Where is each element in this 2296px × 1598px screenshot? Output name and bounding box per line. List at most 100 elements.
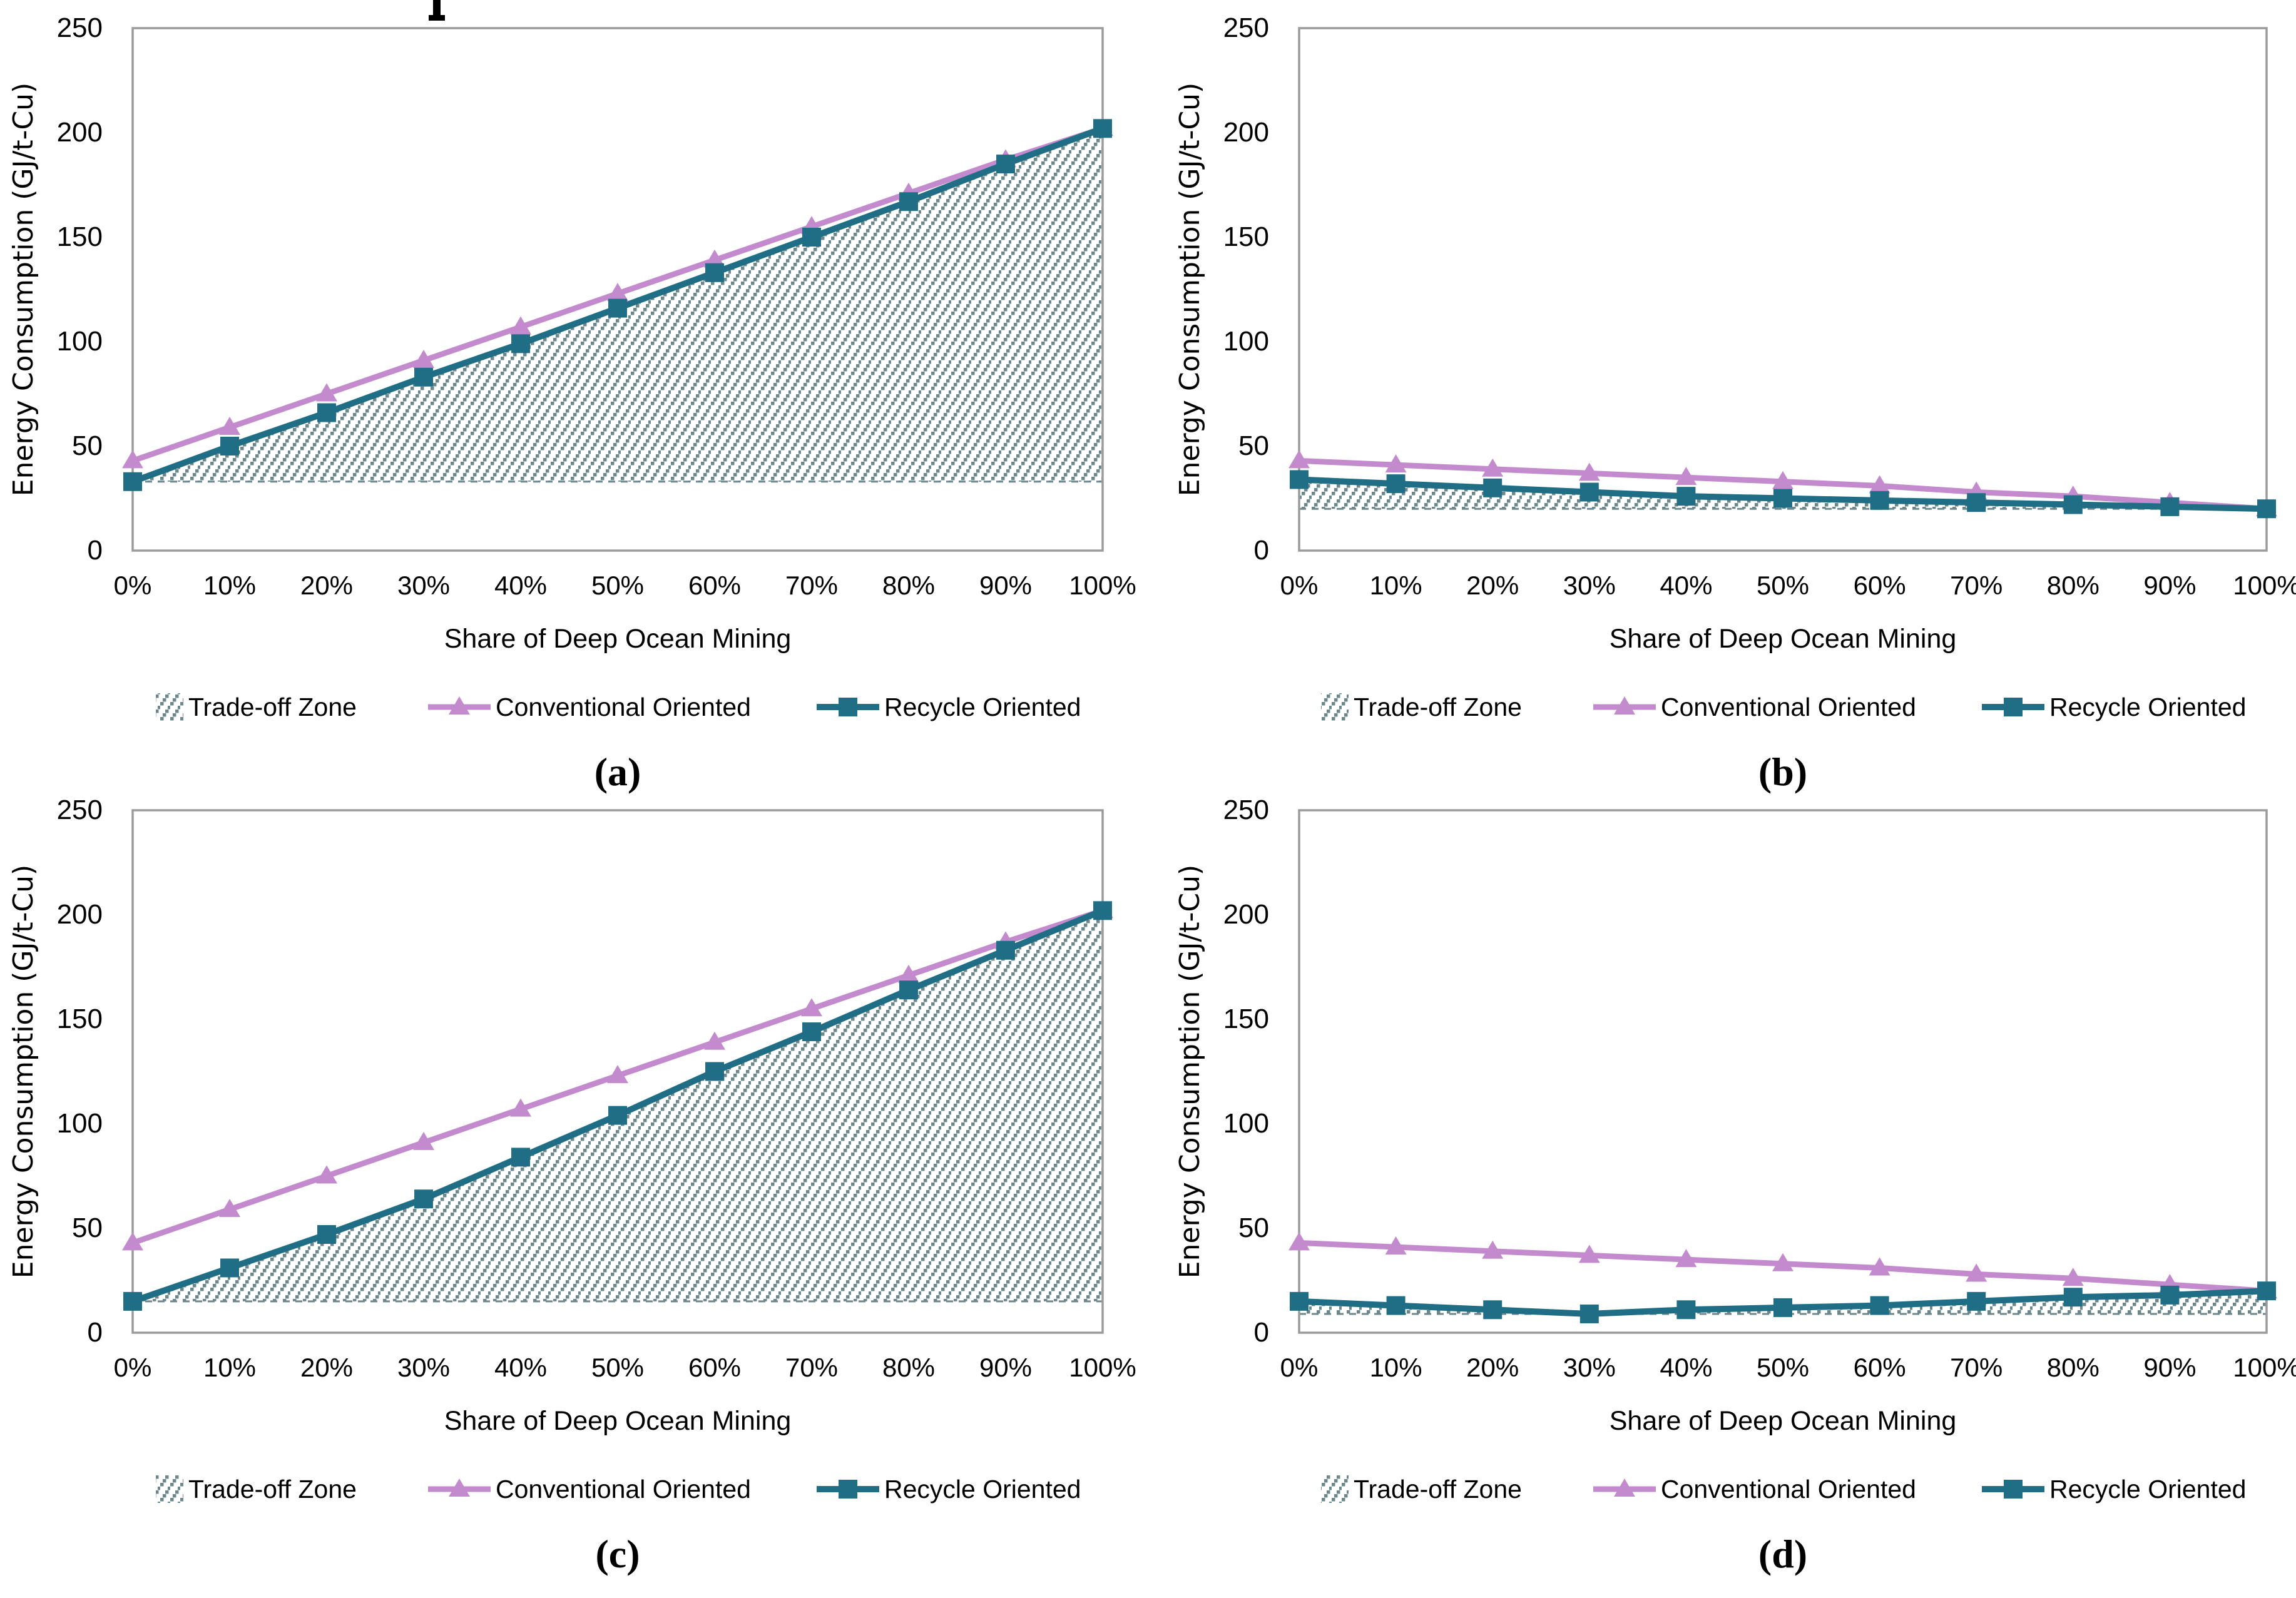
y-tick-label: 150 (57, 1004, 103, 1034)
legend-triangle-marker-icon (449, 1478, 470, 1497)
recycle-marker-square (123, 472, 142, 491)
legend-label-recycle: Recycle Oriented (884, 1475, 1081, 1504)
conventional-marker-triangle (704, 1031, 725, 1050)
conventional-marker-triangle (1675, 467, 1697, 486)
tradeoff-zone-area (133, 128, 1103, 482)
legend-triangle-marker-icon (1614, 1478, 1635, 1497)
x-tick-label: 10% (1370, 571, 1422, 600)
x-tick-label: 30% (1563, 1353, 1616, 1382)
x-tick-label: 10% (203, 1353, 256, 1382)
y-tick-label: 100 (57, 326, 103, 357)
y-tick-label: 50 (1238, 430, 1269, 461)
x-tick-label: 50% (591, 571, 644, 600)
x-tick-label: 80% (2047, 1353, 2100, 1382)
recycle-marker-square (2063, 1288, 2083, 1307)
conventional-marker-triangle (510, 316, 531, 335)
recycle-marker-square (511, 1148, 530, 1167)
x-tick-label: 30% (397, 1353, 450, 1382)
conventional-marker-triangle (1288, 1232, 1310, 1251)
chart-b: 0 50 100 150 200 250 0% 10% 20% 30% 40% 50% 60% 70% 80… (1174, 13, 2296, 794)
recycle-marker-square (414, 1189, 433, 1209)
x-tick-label: 0% (1280, 571, 1319, 600)
plot-border (131, 809, 1104, 1334)
y-tick-label: 50 (72, 430, 103, 461)
legend-triangle-marker-icon (1614, 696, 1635, 715)
x-tick-label: 50% (591, 1353, 644, 1382)
y-tick-label: 0 (88, 1317, 103, 1348)
y-axis-title: Energy Consumption (GJ/t-Cu) (1174, 865, 1206, 1278)
conventional-marker-triangle (122, 450, 143, 469)
x-tick-label: 40% (494, 571, 547, 600)
legend: Trade-off Zone Conventional Oriented Recyc… (156, 693, 1081, 721)
recycle-marker-square (1773, 489, 1792, 508)
recycle-marker-square (608, 298, 627, 318)
conventional-marker-triangle (1772, 1253, 1793, 1271)
x-tick-label: 60% (1854, 1353, 1906, 1382)
conventional-marker-triangle (1482, 1240, 1504, 1259)
recycle-marker-square (1870, 491, 1889, 510)
plot-border (131, 27, 1104, 552)
x-tick-label: 60% (1854, 571, 1906, 600)
recycle-marker-square (1386, 1296, 1406, 1315)
recycle-marker-square (996, 155, 1015, 174)
chart-d: 0 50 100 150 200 250 0% 10% 20% 30% 40% 50% 60% 70% 80… (1174, 795, 2296, 1576)
conventional-marker-triangle (219, 416, 240, 435)
conventional-marker-triangle (607, 1065, 628, 1084)
conventional-marker-triangle (1385, 454, 1407, 473)
y-tick-label: 150 (1223, 1004, 1269, 1034)
recycle-marker-square (511, 334, 530, 354)
legend-hatch-swatch-icon (1321, 693, 1349, 721)
x-tick-label: 0% (114, 571, 152, 600)
recycle-marker-square (1676, 487, 1696, 506)
recycle-marker-square (1579, 1304, 1599, 1323)
recycle-marker-square (317, 1225, 336, 1244)
recycle-marker-square (1967, 1291, 1986, 1311)
x-tick-label: 70% (1950, 571, 2003, 600)
y-axis-title: Energy Consumption (GJ/t-Cu) (1174, 83, 1206, 496)
x-tick-label: 70% (1950, 1353, 2003, 1382)
x-tick-label: 40% (494, 1353, 547, 1382)
x-tick-label: 90% (979, 1353, 1032, 1382)
y-tick-label: 100 (1223, 326, 1269, 357)
x-tick-label: 20% (300, 1353, 353, 1382)
recycle-marker-square (317, 403, 336, 422)
recycle-marker-square (608, 1106, 627, 1125)
legend-hatch-swatch-icon (156, 693, 183, 721)
x-tick-label: 40% (1660, 571, 1712, 600)
x-tick-label: 10% (1370, 1353, 1422, 1382)
x-tick-label: 90% (2143, 1353, 2196, 1382)
plot-border (1298, 809, 2268, 1334)
recycle-marker-square (2257, 1281, 2276, 1301)
legend-label-conventional: Conventional Oriented (496, 1475, 751, 1504)
y-tick-label: 150 (57, 221, 103, 252)
y-tick-label: 0 (1254, 1317, 1269, 1348)
x-tick-label: 70% (785, 1353, 838, 1382)
legend-label-conventional: Conventional Oriented (1661, 693, 1916, 721)
conventional-marker-triangle (122, 1232, 143, 1251)
conventional-marker-triangle (1675, 1249, 1697, 1268)
x-axis-title: Share of Deep Ocean Mining (1610, 1406, 1957, 1436)
legend-label-tradeoff: Trade-off Zone (1354, 693, 1522, 721)
x-tick-label: 70% (785, 571, 838, 600)
legend-label-recycle: Recycle Oriented (2049, 693, 2246, 721)
y-axis-title: Energy Consumption (GJ/t-Cu) (8, 865, 39, 1278)
x-tick-label: 20% (1466, 1353, 1519, 1382)
legend-label-tradeoff: Trade-off Zone (1354, 1475, 1522, 1504)
x-tick-label: 30% (1563, 571, 1616, 600)
recycle-marker-square (220, 437, 239, 455)
recycle-marker-square (1579, 482, 1599, 502)
y-tick-label: 200 (57, 117, 103, 148)
y-tick-label: 100 (1223, 1108, 1269, 1139)
x-tick-label: 100% (2233, 571, 2296, 600)
legend-hatch-swatch-icon (156, 1475, 183, 1503)
recycle-marker-square (1093, 119, 1112, 138)
x-tick-label: 0% (1280, 1353, 1319, 1382)
conventional-marker-triangle (1578, 462, 1600, 481)
caption-c: (c) (595, 1532, 640, 1576)
conventional-marker-triangle (1772, 471, 1793, 489)
legend: Trade-off Zone Conventional Oriented Recyc… (1321, 693, 2246, 721)
recycle-marker-square (899, 980, 918, 1000)
x-tick-label: 30% (397, 571, 450, 600)
